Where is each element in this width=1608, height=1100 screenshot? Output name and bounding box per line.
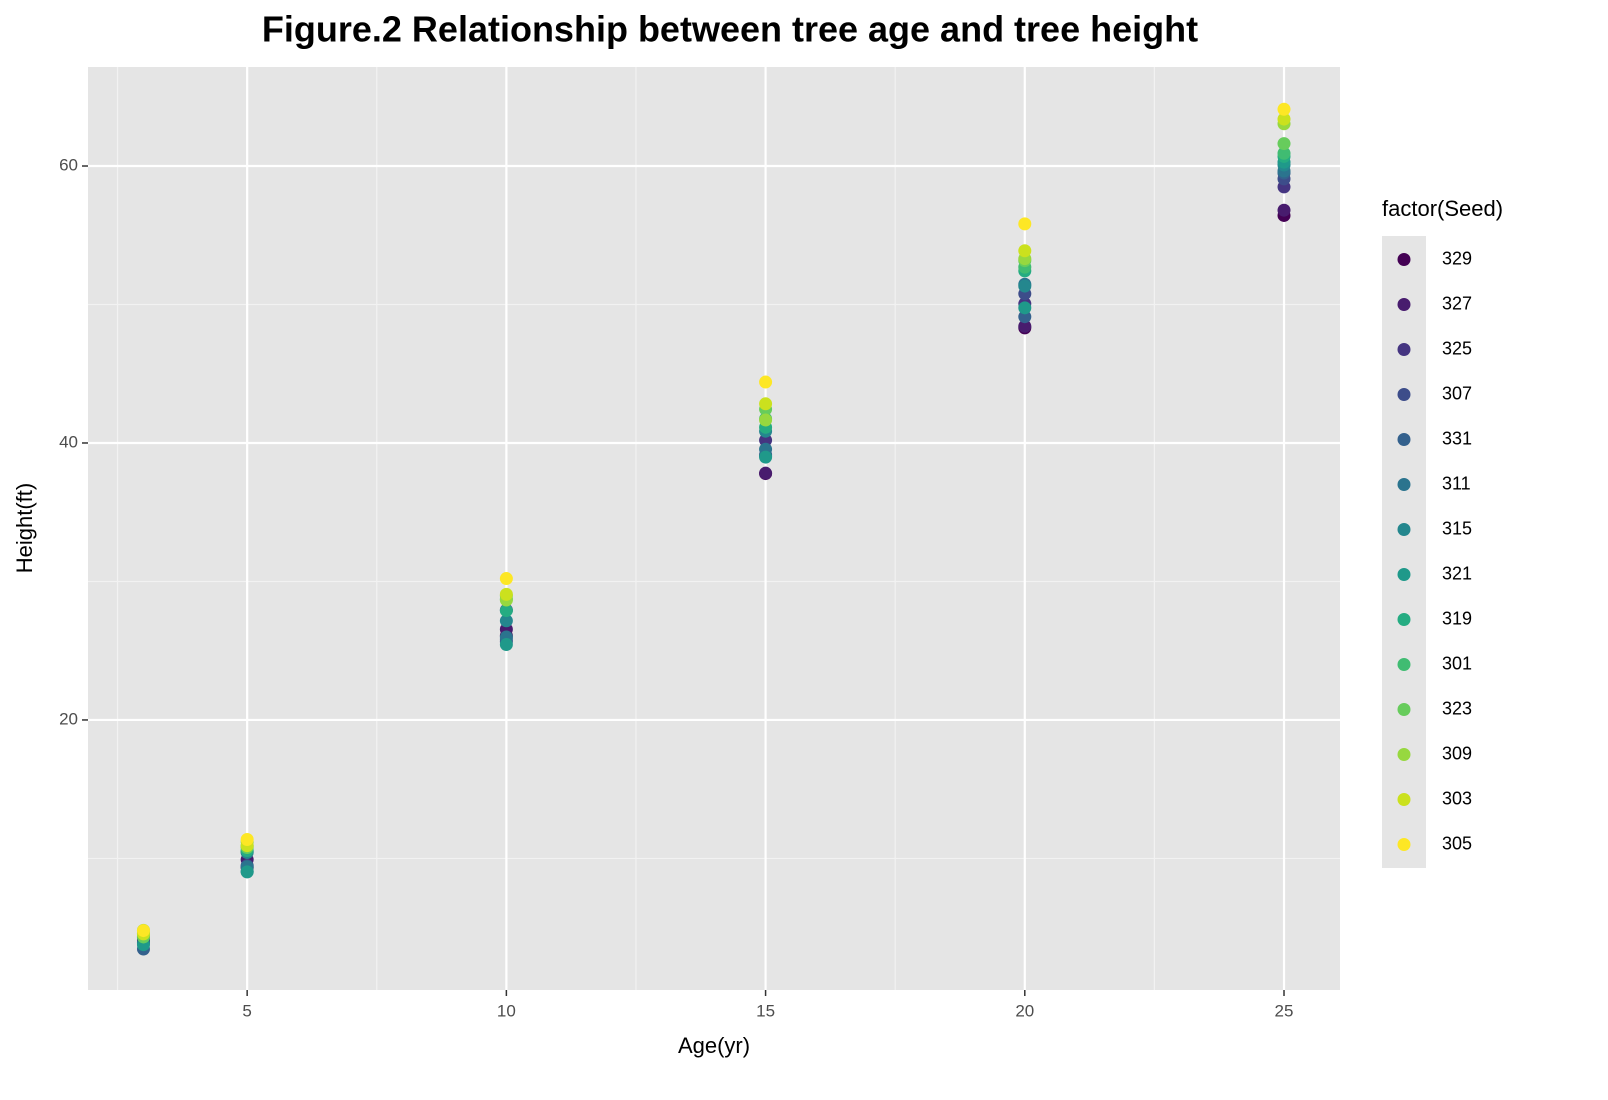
point	[1277, 203, 1291, 217]
chart-title: Figure.2 Relationship between tree age a…	[262, 9, 1198, 50]
legend-marker	[1397, 433, 1411, 446]
point	[1277, 137, 1291, 151]
legend-label: 307	[1442, 383, 1472, 403]
point	[759, 413, 773, 427]
legend-label: 315	[1442, 518, 1472, 538]
point	[759, 397, 773, 411]
y-tick-label: 60	[59, 156, 78, 175]
point	[759, 433, 773, 447]
legend-marker	[1397, 613, 1411, 626]
legend-label: 309	[1442, 743, 1472, 763]
y-tick-label: 20	[59, 709, 78, 728]
point	[759, 466, 773, 480]
point	[499, 637, 513, 651]
point	[1018, 217, 1032, 231]
point	[1018, 279, 1032, 293]
x-tick-label: 5	[242, 1001, 251, 1020]
point	[1277, 146, 1291, 160]
point	[499, 614, 513, 628]
legend-label: 331	[1442, 428, 1472, 448]
x-tick-label: 15	[756, 1001, 775, 1020]
point	[1018, 319, 1032, 333]
legend-label: 327	[1442, 293, 1472, 313]
point	[1018, 301, 1032, 315]
legend-label: 325	[1442, 338, 1472, 358]
point	[499, 572, 513, 586]
legend-label: 329	[1442, 248, 1472, 268]
legend-title: factor(Seed)	[1382, 196, 1503, 221]
legend-marker	[1397, 703, 1411, 716]
legend-marker	[1397, 388, 1411, 401]
legend-label: 319	[1442, 608, 1472, 628]
x-axis-title: Age(yr)	[678, 1033, 750, 1058]
legend-marker	[1397, 298, 1411, 311]
legend-marker	[1397, 838, 1411, 851]
x-tick-label: 25	[1275, 1001, 1294, 1020]
point	[499, 587, 513, 601]
x-tick-label: 10	[497, 1001, 516, 1020]
x-tick-label: 20	[1015, 1001, 1034, 1020]
point	[499, 604, 513, 618]
legend-marker	[1397, 478, 1411, 491]
legend-marker	[1397, 658, 1411, 671]
legend-marker	[1397, 748, 1411, 761]
legend-marker	[1397, 568, 1411, 581]
point	[1277, 102, 1291, 116]
legend-label: 303	[1442, 788, 1472, 808]
legend-marker	[1397, 253, 1411, 266]
point	[240, 832, 254, 846]
legend-key-background	[1382, 236, 1426, 868]
legend-label: 305	[1442, 833, 1472, 853]
point	[1018, 244, 1032, 258]
legend-marker	[1397, 793, 1411, 806]
y-axis-title: Height(ft)	[12, 483, 37, 573]
legend-marker	[1397, 343, 1411, 356]
legend-label: 301	[1442, 653, 1472, 673]
legend-label: 321	[1442, 563, 1472, 583]
point	[136, 924, 150, 938]
point	[759, 375, 773, 389]
point	[240, 865, 254, 879]
y-tick-label: 40	[59, 432, 78, 451]
legend-label: 311	[1442, 473, 1471, 493]
plot-panel	[88, 67, 1340, 990]
point	[759, 450, 773, 464]
legend-label: 323	[1442, 698, 1472, 718]
legend-marker	[1397, 523, 1411, 536]
point	[1277, 112, 1291, 126]
